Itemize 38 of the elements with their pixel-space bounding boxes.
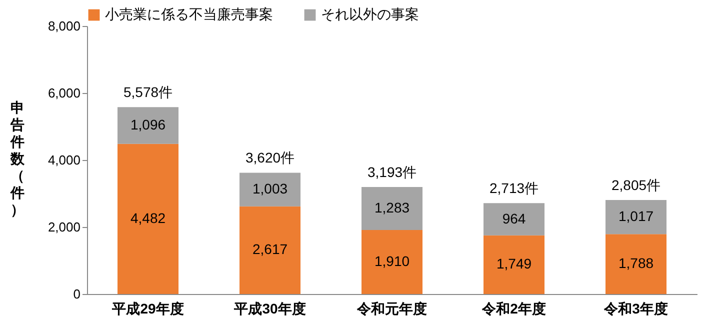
data-label: 2,617 (252, 241, 288, 258)
bar (118, 144, 178, 294)
data-label: 1,017 (618, 208, 654, 224)
data-label: 1,910 (374, 253, 410, 270)
data-label: 1,003 (252, 180, 288, 197)
y-tick-label: 4,000 (48, 152, 80, 168)
legend-label: 小売業に係る不当廉売事案 (105, 6, 273, 22)
bar (362, 187, 422, 230)
data-label: 1,283 (374, 200, 410, 216)
x-tick-label: 平成29年度 (111, 300, 184, 316)
y-tick-label: 6,000 (48, 86, 80, 100)
y-tick-label: 0 (73, 286, 80, 302)
y-tick-label: 2,000 (48, 220, 80, 234)
x-tick-label: 平成30年度 (233, 300, 306, 316)
total-label: 2,805件 (611, 177, 661, 194)
bar (606, 200, 666, 234)
total-label: 3,620件 (245, 150, 295, 166)
bar (606, 234, 666, 294)
x-tick-label: 令和3年度 (603, 300, 668, 316)
data-label: 964 (502, 210, 526, 226)
y-tick-label: 8,000 (48, 18, 80, 34)
x-tick-label: 令和元年度 (356, 300, 427, 316)
bar (484, 235, 544, 294)
x-tick-label: 令和2年度 (481, 300, 546, 316)
data-label: 1,096 (130, 116, 166, 132)
bar (118, 107, 178, 144)
bar (484, 203, 544, 236)
total-label: 5,578件 (123, 84, 173, 100)
data-label: 4,482 (130, 210, 166, 226)
total-label: 3,193件 (367, 164, 417, 180)
data-label: 1,749 (496, 256, 532, 272)
total-label: 2,713件 (489, 180, 539, 196)
bar (240, 172, 300, 206)
legend-label: それ以外の事案 (321, 6, 419, 22)
data-label: 1,788 (618, 255, 654, 272)
bar (362, 230, 422, 294)
bar (240, 206, 300, 294)
y-axis-title: 申告件数（件） (10, 100, 26, 218)
